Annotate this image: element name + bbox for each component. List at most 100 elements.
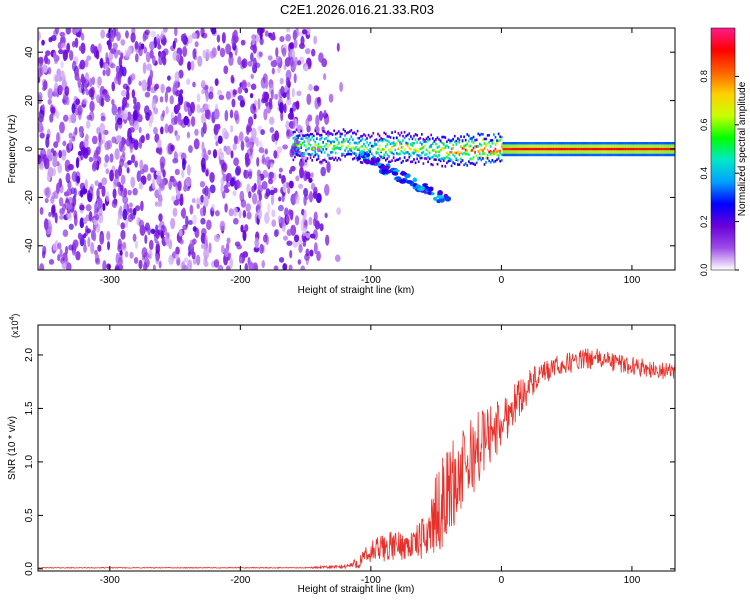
noise-cell [62,140,67,147]
noise-cell [53,51,57,61]
trace-cell [373,156,376,159]
trace-cell [637,144,639,148]
trace-cell [629,150,632,154]
trace-cell [416,149,418,153]
noise-cell [209,171,215,183]
trace-cell [367,156,370,160]
noise-cell [194,41,199,48]
trace-cell [399,140,401,144]
noise-cell [214,78,219,86]
x-tick-label: -100 [361,575,381,586]
noise-cell [230,125,234,133]
noise-cell [325,234,330,246]
noise-cell [51,206,56,218]
trace-cell [350,149,353,153]
noise-cell [158,213,163,222]
trace-cell [295,134,298,138]
trace-cell [555,144,558,148]
trace-cell [660,153,663,157]
trace-cell [660,144,663,148]
noise-cell [301,29,308,35]
trace-cell [428,151,431,155]
trace-cell [380,149,382,153]
colorbar-label: Normalized spectral amplitude [737,81,748,216]
trace-cell [483,152,486,155]
trace-cell [402,134,404,138]
noise-cell [221,32,226,44]
trace-cell [566,141,569,145]
noise-cell [154,201,159,207]
trace-cell [657,147,660,151]
trace-cell [442,135,445,139]
trace-cell [533,144,536,148]
trace-cell [424,139,426,142]
trace-cell [585,150,588,154]
noise-cell [144,29,151,35]
noise-cell [223,65,229,75]
noise-cell [295,28,299,38]
trace-cell [461,159,464,162]
trace-cell [361,145,364,148]
noise-cell [278,167,283,173]
trace-cell [604,141,606,145]
trace-cell [463,151,465,155]
trace-cell [320,136,323,140]
trace-cell [446,155,448,159]
noise-cell [99,233,105,245]
trace-cell [369,161,371,164]
noise-cell [281,174,286,185]
noise-cell [172,207,178,217]
noise-cell [110,63,116,69]
trace-cell [640,147,642,151]
noise-cell [54,212,58,224]
trace-cell [384,151,387,154]
trace-cell [516,153,519,157]
noise-cell [225,43,232,55]
noise-cell [78,109,82,120]
trace-cell [467,145,470,148]
trace-cell [652,147,655,151]
trace-cell [297,136,299,140]
trace-cell [654,147,657,151]
noise-cell [311,48,316,57]
trace-cell [596,153,599,157]
noise-cell [68,244,74,251]
noise-cell [228,208,234,217]
trace-cell [525,153,528,157]
trace-cell [435,138,437,141]
noise-cell [148,119,153,128]
noise-cell [209,184,216,194]
branch-cell [365,152,371,158]
noise-cell [271,209,276,218]
trace-cell [514,141,517,145]
trace-cell [330,157,332,160]
noise-cell [278,173,282,179]
noise-cell [242,251,249,258]
noise-cell [78,46,82,52]
trace-cell [355,141,357,145]
noise-cell [288,42,295,49]
trace-cell [347,140,350,143]
trace-cell [576,150,578,154]
trace-cell [587,150,589,154]
trace-cell [392,156,395,159]
trace-cell [341,152,343,156]
noise-cell [192,48,197,60]
noise-cell [111,99,115,106]
noise-cell [156,34,161,43]
trace-cell [566,150,569,154]
noise-cell [181,158,186,171]
noise-cell [190,116,196,127]
noise-cell [134,41,139,50]
trace-cell [410,160,412,164]
trace-cell [666,147,669,151]
trace-cell [467,153,470,156]
trace-cell [596,141,599,145]
noise-cell [103,91,109,98]
trace-cell [430,145,433,149]
noise-cell [199,180,206,188]
trace-cell [352,151,354,155]
trace-cell [571,150,574,154]
trace-cell [583,144,586,148]
noise-cell [127,189,132,196]
